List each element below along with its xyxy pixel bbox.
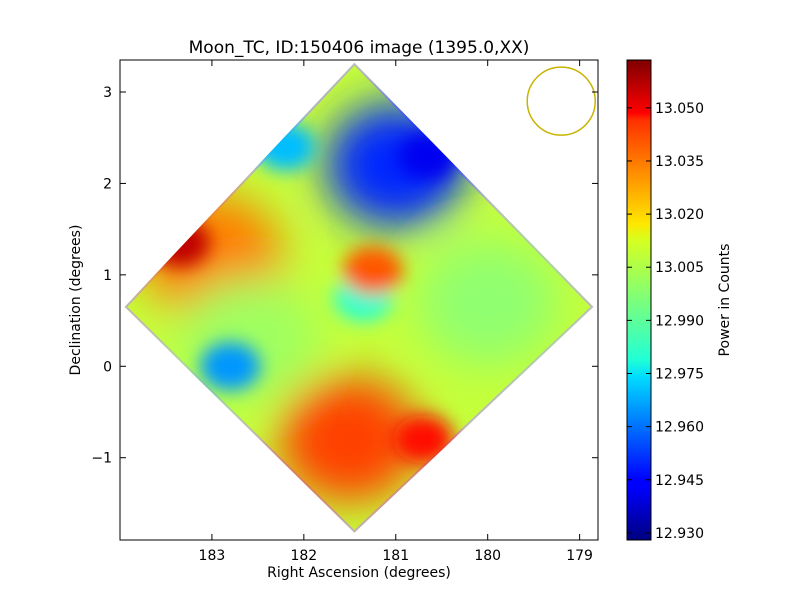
x-axis-ticks: 183 182 181 180 179	[199, 60, 593, 564]
region-center-orange-patch	[342, 246, 403, 295]
y-axis-label: Declination (degrees)	[68, 225, 84, 376]
region-bottom-right-edge	[393, 415, 454, 464]
x-tick-label: 180	[474, 548, 501, 564]
colorbar-tick-label: 12.960	[655, 420, 704, 436]
colorbar-ticks: 13.050 13.035 13.020 13.005 12.990 12.975 12.9…	[627, 101, 704, 542]
colorbar-tick-label: 12.945	[655, 473, 704, 489]
region-top-quadrant-minimum	[397, 132, 458, 180]
heatmap-image	[124, 62, 594, 533]
x-tick-label: 181	[382, 548, 409, 564]
colorbar-tick-label: 13.005	[655, 260, 704, 276]
region-bottom-quadrant	[279, 377, 420, 502]
region-left-quadrant-maximum	[149, 218, 210, 267]
colorbar-label: Power in Counts	[717, 244, 733, 357]
x-tick-label: 182	[290, 548, 317, 564]
chart-title: Moon_TC, ID:150406 image (1395.0,XX)	[189, 38, 530, 58]
region-top-quadrant-edge	[255, 122, 316, 171]
colorbar-tick-label: 13.050	[655, 101, 704, 117]
region-right-quadrant	[417, 240, 558, 365]
y-tick-label: 1	[103, 268, 112, 284]
colorbar-tick-label: 12.990	[655, 313, 704, 329]
x-tick-label: 179	[566, 548, 593, 564]
colorbar	[626, 59, 652, 541]
colorbar-tick-label: 13.035	[655, 154, 704, 170]
region-left-cyan-spot	[200, 342, 261, 391]
beam-circle	[526, 66, 596, 136]
x-axis-label: Right Ascension (degrees)	[267, 565, 451, 581]
colorbar-tick-label: 12.975	[655, 367, 704, 383]
y-tick-label: 2	[103, 176, 112, 192]
axes-frame	[119, 59, 599, 541]
x-tick-label: 183	[199, 548, 226, 564]
y-tick-label: −1	[91, 451, 112, 467]
y-tick-label: 0	[103, 359, 112, 375]
y-tick-label: 3	[103, 85, 112, 101]
y-axis-ticks: 3 2 1 0 −1	[91, 85, 598, 467]
colorbar-tick-label: 12.930	[655, 526, 704, 542]
colorbar-tick-label: 13.020	[655, 207, 704, 223]
